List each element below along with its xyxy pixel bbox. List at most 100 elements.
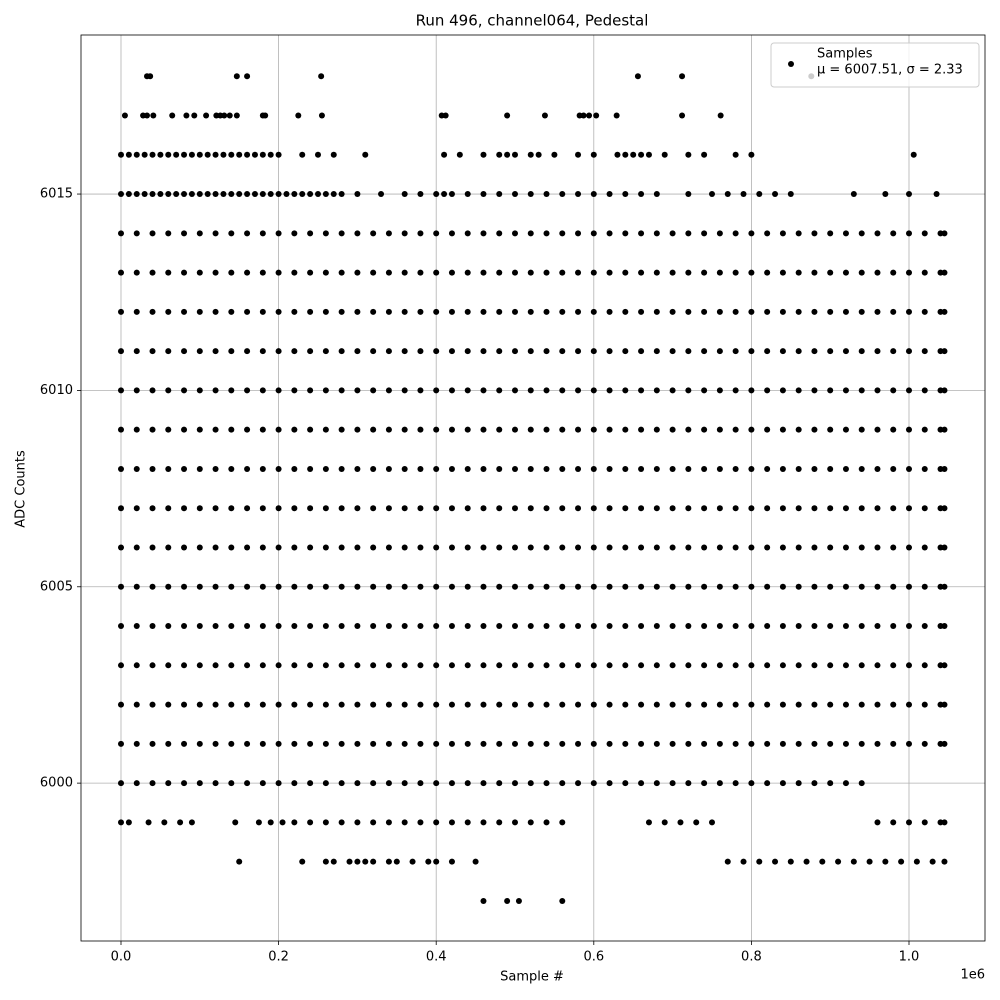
point [748,465,755,472]
point [338,505,345,512]
point [527,465,534,472]
point [890,623,897,630]
point [117,387,124,394]
point [858,426,865,433]
point [779,544,786,551]
point [385,780,392,787]
point [322,819,329,826]
point [701,387,708,394]
point [580,112,587,119]
point [504,112,511,119]
point [511,151,518,158]
point [244,465,251,472]
point [330,858,337,865]
point [448,387,455,394]
point [417,465,424,472]
point [811,583,818,590]
point [338,308,345,315]
point [165,230,172,237]
point [196,662,203,669]
point [117,505,124,512]
point [882,858,889,865]
point [779,701,786,708]
point [181,151,188,158]
point [890,505,897,512]
point [165,583,172,590]
point [370,269,377,276]
point [606,544,613,551]
point [827,662,834,669]
point [511,780,518,787]
point [259,544,266,551]
point [133,269,140,276]
point [161,819,168,826]
point [921,465,928,472]
point [275,230,282,237]
point [244,269,251,276]
point [244,348,251,355]
point [679,73,686,80]
point [638,701,645,708]
point [921,426,928,433]
point [496,544,503,551]
point [417,348,424,355]
point [638,780,645,787]
point [464,387,471,394]
point [322,191,329,198]
point [764,426,771,433]
point [480,819,487,826]
point [748,426,755,433]
point [827,308,834,315]
point [858,505,865,512]
point [543,465,550,472]
chart-title: Run 496, channel064, Pedestal [416,12,649,30]
x-offset-label: 1e6 [960,968,985,983]
point [275,544,282,551]
point [527,819,534,826]
point [874,701,881,708]
point [354,662,361,669]
point [117,819,124,826]
y-tick-label: 6000 [40,776,73,791]
point [117,662,124,669]
point [370,819,377,826]
point [370,623,377,630]
point [590,348,597,355]
point [779,426,786,433]
point [511,701,518,708]
point [448,623,455,630]
point [748,230,755,237]
point [147,73,154,80]
point [267,191,274,198]
point [165,308,172,315]
point [748,269,755,276]
point [716,426,723,433]
point [622,230,629,237]
point [433,701,440,708]
point [905,583,912,590]
point [811,701,818,708]
point [941,505,948,512]
point [165,348,172,355]
point [890,740,897,747]
point [464,740,471,747]
point [748,505,755,512]
point [448,662,455,669]
point [575,662,582,669]
point [661,819,668,826]
point [480,151,487,158]
point [905,819,912,826]
point [811,740,818,747]
point [212,191,219,198]
point [527,544,534,551]
point [575,426,582,433]
point [543,505,550,512]
point [133,583,140,590]
x-tick-label: 0.0 [111,950,132,965]
point [941,465,948,472]
point [622,348,629,355]
point [941,662,948,669]
point [275,308,282,315]
point [590,465,597,472]
point [921,662,928,669]
